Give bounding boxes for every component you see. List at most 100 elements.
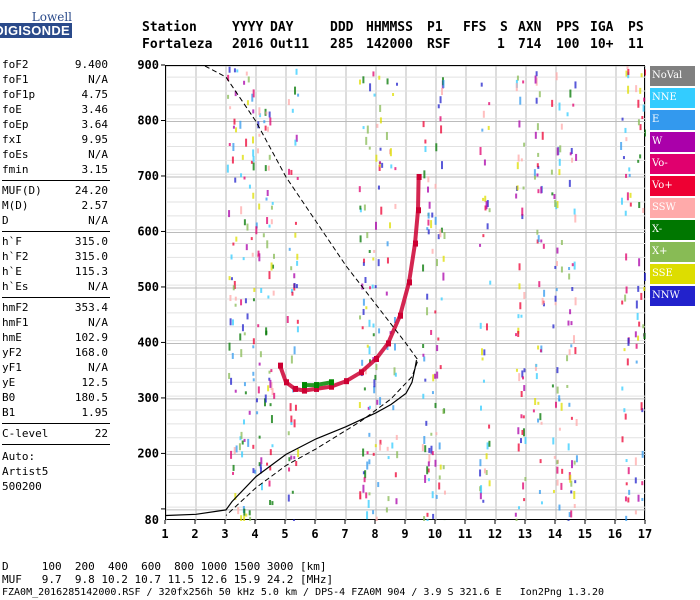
echo-speckle (641, 497, 644, 501)
echo-speckle (438, 482, 441, 490)
echo-speckle (228, 372, 231, 379)
echo-speckle (269, 117, 272, 126)
echo-speckle (260, 483, 263, 491)
x-tick-label: 6 (311, 527, 318, 541)
echo-speckle (257, 148, 260, 154)
param-row: foE 3.46 (2, 103, 108, 118)
echo-speckle (644, 69, 647, 76)
echo-speckle (228, 210, 231, 218)
echo-speckle (440, 125, 443, 134)
x-tick-label: 8 (371, 527, 378, 541)
echo-speckle (229, 106, 232, 110)
echo-speckle (550, 169, 553, 175)
echo-speckle (252, 345, 255, 349)
echo-speckle (638, 321, 641, 327)
echo-speckle (389, 222, 392, 229)
echo-speckle (524, 477, 527, 482)
echo-speckle (290, 355, 293, 364)
echo-speckle (625, 137, 628, 142)
y-tick-label: 200 (137, 446, 159, 460)
echo-speckle (558, 398, 561, 402)
echo-speckle (268, 377, 271, 381)
echo-speckle (570, 344, 573, 348)
echo-speckle (442, 79, 445, 88)
footer-info-line: FZA0M_2016285142000.RSF / 320fx256h 50 k… (2, 587, 605, 598)
trace-point (416, 173, 422, 180)
x-tick-label: 16 (608, 527, 622, 541)
echo-speckle (254, 469, 257, 474)
echo-speckle (230, 277, 233, 281)
echo-speckle (540, 186, 543, 194)
echo-speckle (368, 146, 371, 150)
param-row: yE 12.5 (2, 376, 108, 391)
echo-speckle (430, 329, 433, 335)
echo-speckle (291, 490, 294, 494)
echo-speckle (242, 257, 245, 261)
echo-speckle (439, 464, 442, 470)
echo-speckle (628, 167, 631, 172)
param-row: h`Es N/A (2, 280, 108, 295)
auto-line: Artist5 (2, 465, 49, 478)
param-row: yF1 N/A (2, 361, 108, 376)
echo-speckle (427, 229, 430, 235)
echo-speckle (378, 75, 381, 80)
echo-speckle (482, 379, 485, 383)
header-label: YYYY (232, 20, 264, 35)
echo-speckle (372, 323, 375, 328)
echo-speckle (294, 221, 297, 225)
echo-speckle (268, 154, 271, 160)
echo-speckle (368, 432, 371, 437)
echo-speckle (573, 208, 576, 215)
echo-speckle (421, 444, 424, 452)
echo-speckle (240, 206, 243, 215)
echo-speckle (271, 388, 274, 396)
header-label: Station (142, 20, 197, 35)
echo-speckle (367, 499, 370, 508)
echo-speckle (241, 154, 244, 160)
echo-speckle (536, 239, 539, 244)
footer-muf-line: MUF 9.7 9.8 10.2 10.7 11.5 12.6 15.9 24.… (2, 573, 334, 586)
echo-speckle (290, 169, 293, 175)
echo-speckle (296, 253, 299, 260)
header-value: 100 (556, 37, 580, 52)
echo-speckle (294, 232, 297, 238)
echo-speckle (268, 111, 271, 118)
echo-speckle (523, 291, 526, 299)
echo-speckle (554, 265, 557, 269)
echo-speckle (267, 295, 270, 299)
echo-speckle (379, 104, 382, 112)
echo-speckle (516, 75, 519, 81)
echo-speckle (358, 79, 361, 85)
echo-speckle (386, 78, 389, 85)
echo-speckle (386, 446, 389, 451)
header-label: HHMMSS (366, 20, 413, 35)
param-value: 315.0 (74, 235, 108, 248)
echo-speckle (568, 267, 571, 271)
echo-speckle (569, 89, 572, 98)
echo-speckle (428, 201, 431, 209)
echo-speckle (394, 203, 397, 209)
echo-speckle (245, 513, 248, 517)
param-value: 180.5 (74, 391, 108, 404)
legend-item: Vo- (650, 154, 695, 174)
echo-speckle (362, 471, 365, 475)
echo-speckle (379, 117, 382, 124)
echo-speckle (552, 489, 555, 493)
echo-speckle (556, 201, 559, 209)
header-value: 11 (628, 37, 644, 52)
echo-speckle (517, 330, 520, 337)
echo-speckle (258, 133, 261, 137)
echo-speckle (271, 501, 274, 506)
echo-speckle (480, 485, 483, 494)
echo-speckle (234, 91, 237, 97)
param-value: 22 (94, 427, 108, 440)
echo-speckle (640, 73, 643, 78)
echo-speckle (430, 432, 433, 436)
echo-speckle (536, 173, 539, 177)
echo-speckle (515, 83, 518, 92)
echo-speckle (363, 387, 366, 391)
echo-speckle (626, 66, 629, 70)
x-tick-label: 2 (191, 527, 198, 541)
param-key: hmF2 (2, 301, 29, 314)
echo-speckle (523, 498, 526, 502)
